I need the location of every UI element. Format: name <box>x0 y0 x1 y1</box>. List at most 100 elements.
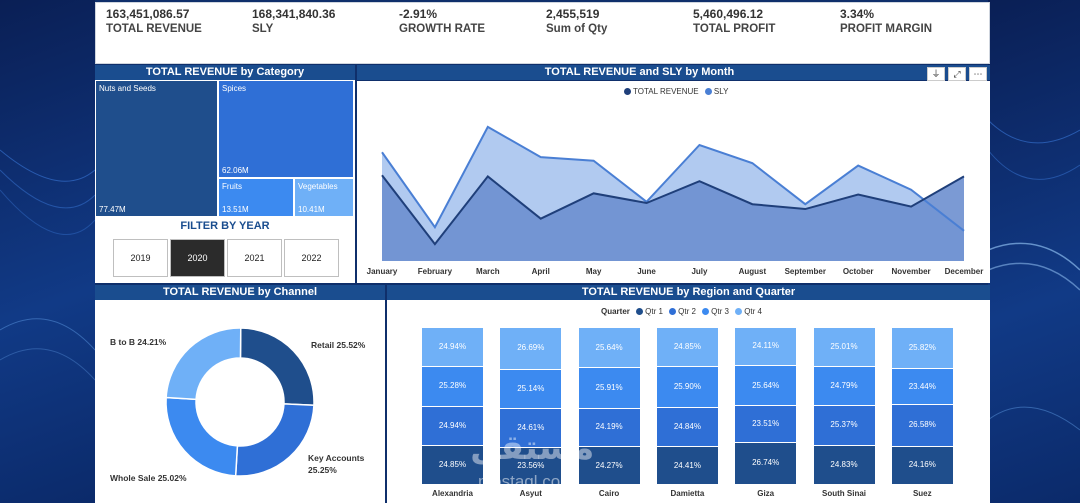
month-tick-label: January <box>366 267 398 276</box>
bar-segment-asyut-qtr-3[interactable]: 25.14% <box>500 369 562 409</box>
treemap-tile-vegetables[interactable]: Vegetables 10.41M <box>295 179 353 216</box>
legend-item[interactable]: Qtr 4 <box>744 307 762 316</box>
visual-toolbar: ⏚ ⤢ ⋯ <box>927 67 987 81</box>
bar-segment-giza-qtr-2[interactable]: 23.51% <box>735 406 797 442</box>
bar-segment-south-sinai-qtr-4[interactable]: 25.01% <box>813 328 875 367</box>
filter-icon[interactable]: ⏚ <box>927 67 945 81</box>
donut-slice-key-accounts[interactable] <box>234 403 315 477</box>
year-button-2020[interactable]: 2020 <box>170 239 225 277</box>
legend-dot-icon <box>636 308 644 315</box>
filter-title: FILTER BY YEAR <box>180 220 270 232</box>
tile-name: Fruits <box>222 182 242 191</box>
year-button-2021[interactable]: 2021 <box>227 239 282 277</box>
bar-segment-cairo-qtr-2[interactable]: 24.19% <box>578 408 640 446</box>
tile-value: 13.51M <box>222 205 249 214</box>
legend-item[interactable]: Qtr 2 <box>678 307 696 316</box>
treemap-tile-nuts-and-seeds[interactable]: Nuts and Seeds 77.47M <box>96 81 217 216</box>
bar-segment-damietta-qtr-1[interactable]: 24.41% <box>656 446 718 484</box>
bar-segment-giza-qtr-3[interactable]: 25.64% <box>735 365 797 406</box>
category-treemap: Nuts and Seeds 77.47M Spices 62.06M Frui… <box>95 80 355 217</box>
bar-segment-cairo-qtr-1[interactable]: 24.27% <box>578 446 640 484</box>
month-tick-label: October <box>842 267 874 276</box>
donut-slice-b-to-b[interactable] <box>165 327 242 401</box>
bar-segment-south-sinai-qtr-1[interactable]: 24.83% <box>813 446 875 484</box>
tile-value: 10.41M <box>298 205 325 214</box>
quarter-legend: Quarter Qtr 1 Qtr 2 Qtr 3 Qtr 4 <box>601 307 762 316</box>
tile-value: 77.47M <box>99 205 126 214</box>
tile-name: Nuts and Seeds <box>99 84 156 93</box>
bar-segment-cairo-qtr-4[interactable]: 25.64% <box>578 328 640 368</box>
treemap-tile-spices[interactable]: Spices 62.06M <box>219 81 353 177</box>
legend-item[interactable]: Qtr 1 <box>645 307 663 316</box>
bar-segment-asyut-qtr-2[interactable]: 24.61% <box>500 409 562 447</box>
monthly-chart-title: TOTAL REVENUE and SLY by Month <box>357 65 922 80</box>
focus-mode-icon[interactable]: ⤢ <box>948 67 966 81</box>
kpi-value: 163,451,086.57 <box>106 7 190 21</box>
year-button-2022[interactable]: 2022 <box>284 239 339 277</box>
tile-name: Vegetables <box>298 182 338 191</box>
series-line-sly[interactable] <box>381 125 965 232</box>
legend-item[interactable]: SLY <box>713 87 729 96</box>
month-tick-label: April <box>531 267 550 276</box>
bar-segment-asyut-qtr-1[interactable]: 23.56% <box>500 448 562 484</box>
legend-title: Quarter <box>601 307 630 316</box>
area-fill-total-revenue[interactable] <box>382 175 964 261</box>
bar-segment-alexandria-qtr-1[interactable]: 24.85% <box>422 445 483 484</box>
bar-segment-giza-qtr-1[interactable]: 26.74% <box>735 443 797 484</box>
kpi-value: 3.34% <box>840 7 875 21</box>
kpi-total-revenue[interactable]: 163,451,086.57 TOTAL REVENUE <box>106 7 202 35</box>
legend-dot-icon <box>735 308 743 315</box>
bar-segment-suez-qtr-4[interactable]: 25.82% <box>891 328 953 368</box>
region-tick-label: Alexandria <box>432 489 473 498</box>
bar-segment-south-sinai-qtr-2[interactable]: 25.37% <box>813 406 875 445</box>
bar-segment-alexandria-qtr-2[interactable]: 24.94% <box>422 406 483 445</box>
bar-segment-suez-qtr-3[interactable]: 23.44% <box>891 368 953 405</box>
month-tick-label: December <box>944 267 984 276</box>
month-tick-label: June <box>637 267 656 276</box>
month-tick-label: March <box>476 267 500 276</box>
treemap-tile-fruits[interactable]: Fruits 13.51M <box>219 179 293 216</box>
bar-segment-asyut-qtr-4[interactable]: 26.69% <box>500 328 562 369</box>
region-tick-label: Giza <box>757 489 775 498</box>
kpi-sum-of-qty[interactable]: 2,455,519 Sum of Qty <box>546 7 607 35</box>
bar-segment-suez-qtr-1[interactable]: 24.16% <box>891 447 953 484</box>
bar-segment-cairo-qtr-3[interactable]: 25.91% <box>578 368 640 408</box>
kpi-growth-rate[interactable]: -2.91% GROWTH RATE <box>399 7 485 35</box>
tile-name: Spices <box>222 84 247 93</box>
year-button-2019[interactable]: 2019 <box>113 239 168 277</box>
monthly-area-chart[interactable] <box>357 81 990 283</box>
kpi-profit-margin[interactable]: 3.34% PROFIT MARGIN <box>840 7 932 35</box>
region-chart-title: TOTAL REVENUE by Region and Quarter <box>387 285 990 300</box>
donut-slice-whole-sale[interactable] <box>165 396 239 477</box>
kpi-total-profit[interactable]: 5,460,496.12 TOTAL PROFIT <box>693 7 775 35</box>
tile-value: 62.06M <box>222 166 249 175</box>
bar-segment-alexandria-qtr-4[interactable]: 24.94% <box>422 328 483 367</box>
kpi-label: GROWTH RATE <box>399 23 486 35</box>
channel-donut-chart[interactable] <box>160 322 320 482</box>
donut-label-key-accounts: Key Accounts <box>308 453 365 463</box>
bar-segment-alexandria-qtr-3[interactable]: 25.28% <box>422 367 483 406</box>
kpi-value: 5,460,496.12 <box>693 7 764 21</box>
bar-segment-damietta-qtr-3[interactable]: 25.90% <box>656 367 718 407</box>
legend-dot-icon <box>624 88 631 95</box>
legend-item[interactable]: TOTAL REVENUE <box>633 87 699 96</box>
bar-segment-damietta-qtr-2[interactable]: 24.84% <box>656 407 718 446</box>
donut-label-whole-sale: Whole Sale 25.02% <box>110 473 187 483</box>
series-line-total-revenue[interactable] <box>381 174 965 246</box>
bar-segment-giza-qtr-4[interactable]: 24.11% <box>735 328 797 365</box>
bar-segment-damietta-qtr-4[interactable]: 24.85% <box>656 328 718 366</box>
donut-label-retail: Retail 25.52% <box>311 340 366 350</box>
donut-label-key-accounts-pct: 25.25% <box>308 465 337 475</box>
legend-item[interactable]: Qtr 3 <box>711 307 729 316</box>
kpi-label: PROFIT MARGIN <box>840 23 932 35</box>
region-tick-label: Damietta <box>670 489 705 498</box>
more-options-icon[interactable]: ⋯ <box>969 67 987 81</box>
legend-dot-icon <box>704 88 712 95</box>
bar-segment-south-sinai-qtr-3[interactable]: 24.79% <box>813 367 875 406</box>
legend-dot-icon <box>702 308 710 315</box>
legend-dot-icon <box>669 308 677 315</box>
donut-slice-retail[interactable] <box>239 327 315 406</box>
background-right <box>988 0 1080 503</box>
bar-segment-suez-qtr-2[interactable]: 26.58% <box>891 405 953 447</box>
kpi-sly[interactable]: 168,341,840.36 SLY <box>252 7 335 35</box>
